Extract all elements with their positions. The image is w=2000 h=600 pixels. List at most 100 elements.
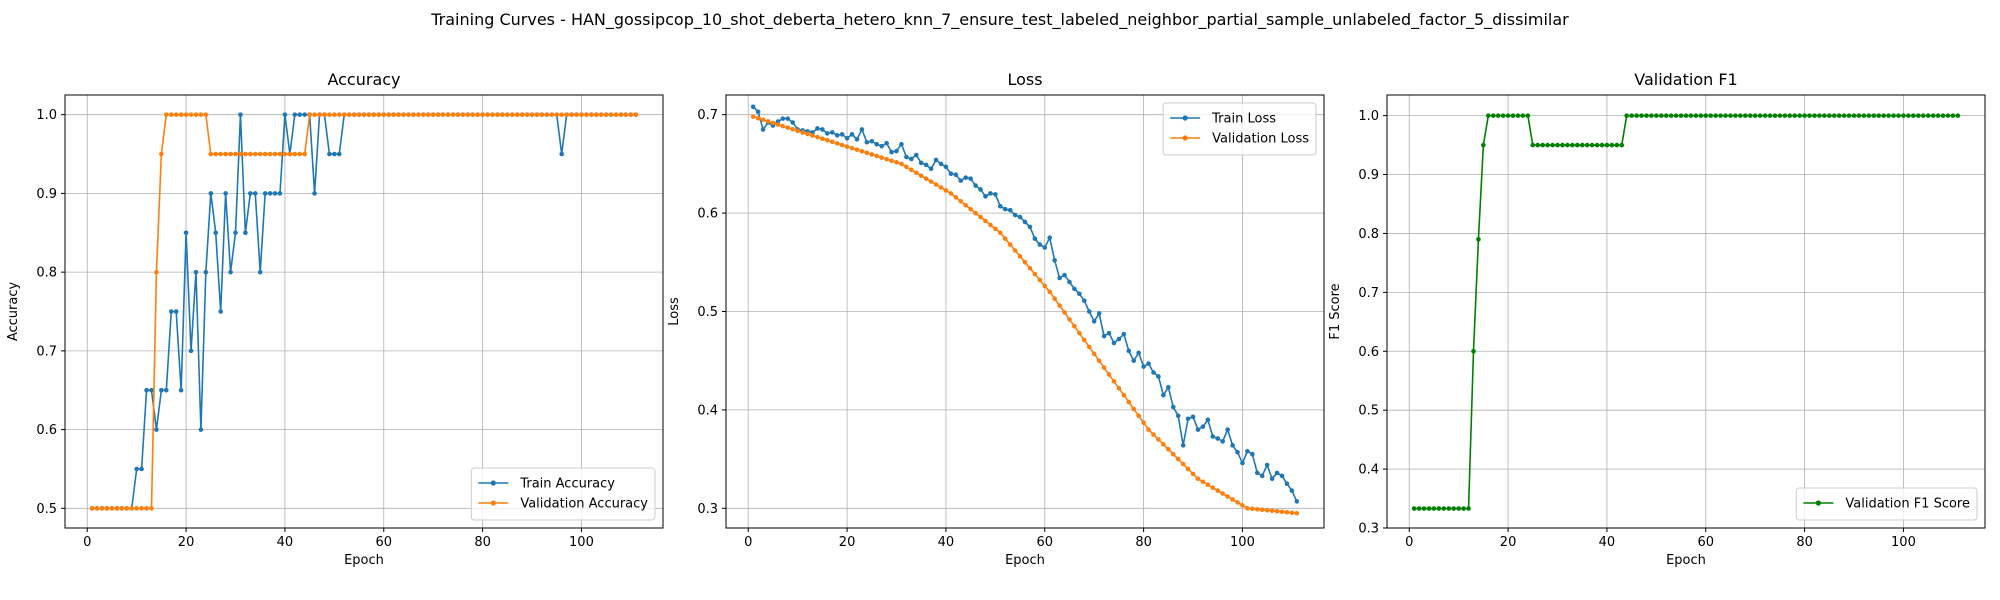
- data-point: [183, 230, 189, 236]
- data-point: [519, 112, 525, 117]
- data-point: [1861, 113, 1867, 118]
- data-point: [997, 203, 1003, 209]
- data-point: [1540, 142, 1545, 148]
- data-point: [164, 112, 169, 117]
- data-point: [262, 151, 268, 157]
- data-point: [988, 222, 993, 228]
- data-point: [1289, 510, 1295, 516]
- data-point: [918, 173, 924, 178]
- data-point: [963, 202, 968, 208]
- data-point: [923, 162, 929, 168]
- data-point: [1200, 479, 1206, 485]
- data-point: [1713, 113, 1718, 118]
- x-tick-label: 100: [569, 535, 594, 550]
- data-point: [815, 134, 820, 140]
- data-point: [1161, 392, 1166, 398]
- data-point: [943, 164, 949, 170]
- data-point: [603, 112, 609, 117]
- data-point: [909, 167, 914, 173]
- data-point: [1490, 113, 1496, 118]
- data-point: [1235, 500, 1240, 505]
- data-point: [257, 269, 263, 275]
- data-point: [1190, 471, 1196, 477]
- data-point: [302, 112, 307, 117]
- data-point: [425, 112, 431, 117]
- data-point: [1906, 113, 1911, 118]
- x-tick-label: 20: [178, 535, 195, 550]
- data-point: [1161, 442, 1166, 447]
- data-point: [376, 112, 382, 117]
- y-axis-label: Accuracy: [6, 282, 21, 342]
- data-point: [435, 112, 441, 117]
- data-point: [1264, 507, 1270, 513]
- data-point: [1230, 497, 1235, 502]
- loss-chart: 0 20 40 60 80 100 0.3 0.4 0.5 0.6 0.7 Loss Epoch Lo…: [667, 70, 1325, 568]
- data-point: [302, 151, 307, 157]
- data-point: [248, 191, 253, 196]
- data-point: [978, 214, 983, 220]
- y-tick-label: 0.8: [1358, 227, 1379, 242]
- data-point: [544, 112, 550, 117]
- series-validation-f1-score: [1411, 113, 1961, 511]
- data-point: [1846, 113, 1852, 118]
- data-point: [1639, 113, 1644, 118]
- data-point: [1126, 399, 1132, 405]
- data-point: [790, 120, 796, 125]
- data-point: [292, 151, 298, 157]
- data-point: [1279, 473, 1285, 479]
- y-tick-label: 0.5: [1358, 404, 1379, 419]
- data-point: [1634, 113, 1639, 118]
- data-point: [1876, 113, 1882, 118]
- data-point: [770, 120, 776, 126]
- data-point: [1520, 113, 1526, 118]
- data-point: [559, 112, 564, 117]
- data-point: [1091, 351, 1097, 357]
- data-point: [1708, 113, 1714, 118]
- data-point: [430, 112, 436, 117]
- x-tick-label: 0: [1405, 535, 1413, 550]
- data-point: [1215, 436, 1221, 441]
- data-point: [889, 158, 894, 164]
- data-point: [923, 176, 929, 181]
- data-point: [89, 506, 95, 511]
- data-point: [1210, 485, 1216, 490]
- data-point: [1787, 113, 1793, 118]
- data-point: [1733, 113, 1738, 118]
- legend-box: [1162, 102, 1317, 156]
- data-point: [1240, 460, 1245, 466]
- series-validation-accuracy: [89, 112, 639, 511]
- data-point: [297, 112, 303, 117]
- data-point: [500, 112, 505, 117]
- data-point: [1802, 113, 1807, 118]
- data-point: [208, 191, 214, 196]
- data-point: [1619, 142, 1625, 148]
- data-point: [1456, 506, 1461, 511]
- y-tick-label: 0.4: [697, 403, 718, 418]
- data-point: [455, 112, 461, 117]
- data-point: [1012, 212, 1018, 218]
- data-point: [218, 309, 223, 314]
- data-point: [844, 136, 850, 141]
- data-point: [1111, 379, 1117, 384]
- data-point: [1032, 271, 1038, 277]
- data-point: [953, 172, 959, 178]
- data-point: [1205, 482, 1211, 488]
- data-point: [810, 133, 815, 138]
- data-point: [750, 104, 756, 110]
- data-point: [1141, 364, 1146, 369]
- data-point: [1911, 113, 1916, 118]
- data-point: [178, 112, 184, 117]
- data-point: [1757, 113, 1763, 118]
- data-point: [623, 112, 629, 117]
- data-point: [1550, 142, 1555, 148]
- data-point: [775, 122, 781, 127]
- data-point: [973, 183, 978, 188]
- x-tick-label: 80: [474, 535, 491, 550]
- data-point: [1461, 506, 1466, 511]
- data-point: [1116, 336, 1122, 342]
- data-point: [1245, 448, 1250, 454]
- data-point: [1851, 113, 1857, 118]
- data-point: [1141, 420, 1146, 426]
- data-point: [514, 112, 520, 117]
- data-point: [1693, 113, 1699, 118]
